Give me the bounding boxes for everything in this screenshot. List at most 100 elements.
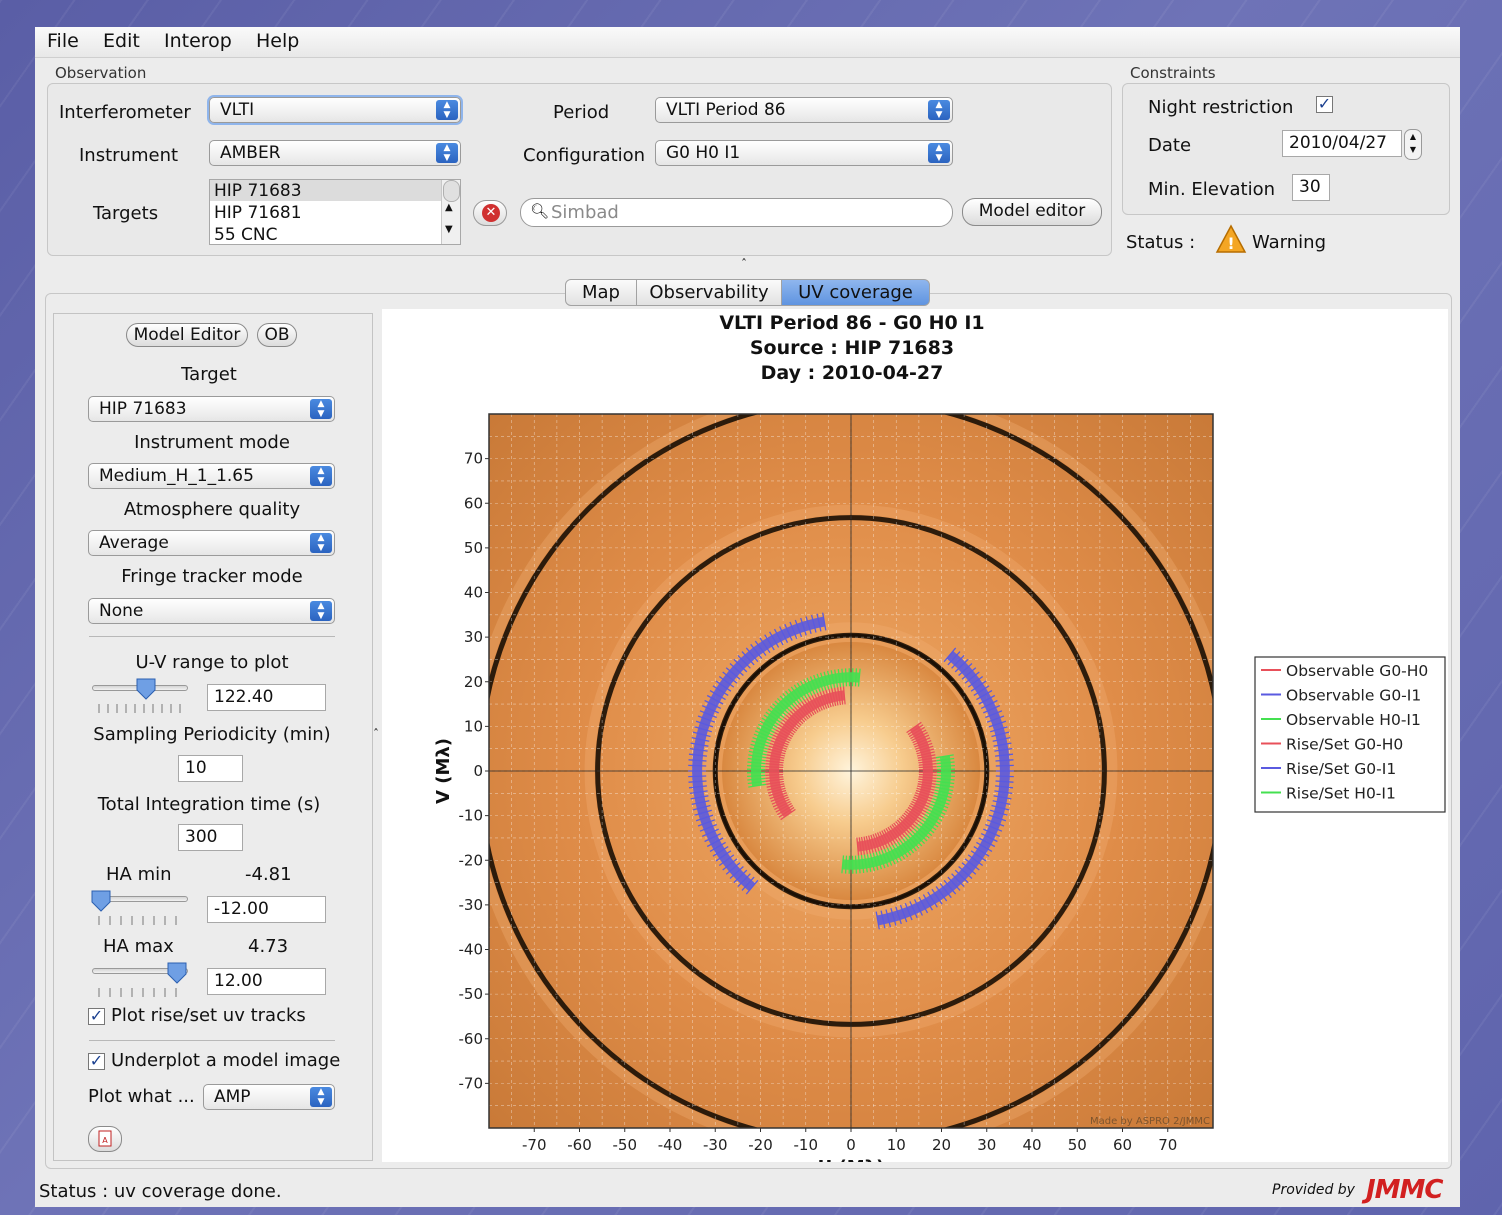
- uv-track-riseset-tick: [748, 750, 767, 756]
- uv-track-riseset-tick: [885, 909, 892, 928]
- uv-track-riseset-tick: [854, 668, 858, 687]
- uv-track-riseset-tick: [909, 832, 923, 847]
- interferometer-select[interactable]: VLTI ▲ ▼: [209, 97, 461, 123]
- chevron-updown-icon: ▲ ▼: [310, 399, 332, 419]
- arrow-up-icon[interactable]: ▲: [445, 202, 453, 213]
- collapse-up-icon[interactable]: ˆ: [741, 257, 747, 271]
- targets-scrollbar[interactable]: ▲ ▼: [441, 180, 460, 244]
- uv-track-riseset-tick: [776, 726, 794, 738]
- uv-range-slider-knob[interactable]: [136, 678, 156, 700]
- x-tick-label: -60: [567, 1136, 592, 1154]
- integration-label: Total Integration time (s): [97, 794, 321, 815]
- uv-track-riseset-tick: [908, 726, 926, 738]
- uv-track-riseset-tick: [688, 764, 707, 767]
- uv-track-riseset-tick: [918, 760, 937, 764]
- uv-track-riseset-tick: [911, 800, 928, 811]
- uv-track-riseset-tick: [947, 651, 961, 666]
- uv-track-riseset-tick: [913, 796, 931, 805]
- underplot-model-checkbox[interactable]: ✓: [88, 1051, 105, 1070]
- ha-max-slider[interactable]: [92, 968, 188, 974]
- uv-track-riseset-tick: [914, 794, 932, 803]
- menu-interop[interactable]: Interop: [164, 30, 232, 52]
- target-select[interactable]: HIP 71683 ▲ ▼: [88, 396, 335, 422]
- x-tick-label: 50: [1068, 1136, 1087, 1154]
- model-editor-panel-button[interactable]: Model Editor: [126, 323, 248, 347]
- uv-track-riseset-tick: [722, 671, 738, 684]
- uv-track-riseset-tick: [907, 724, 924, 736]
- menu-help[interactable]: Help: [256, 30, 300, 52]
- ha-max-field[interactable]: 12.00: [207, 968, 326, 995]
- list-item[interactable]: 55 CNC: [214, 225, 278, 245]
- atmosphere-select[interactable]: Average ▲ ▼: [88, 530, 335, 556]
- uv-track-riseset-tick: [749, 747, 768, 753]
- uv-track-riseset-tick: [688, 759, 707, 762]
- tab-uv-coverage[interactable]: UV coverage: [781, 279, 930, 306]
- night-restriction-checkbox[interactable]: ✓: [1316, 94, 1333, 113]
- list-item[interactable]: HIP 71681: [214, 203, 302, 223]
- uv-track-riseset-tick: [761, 717, 778, 728]
- fringe-tracker-select[interactable]: None ▲ ▼: [88, 598, 335, 624]
- uv-track-riseset-tick: [918, 896, 929, 914]
- export-pdf-button[interactable]: A: [88, 1126, 122, 1152]
- ha-max-slider-knob[interactable]: [167, 962, 187, 984]
- configuration-select[interactable]: G0 H0 I1 ▲ ▼: [655, 140, 953, 166]
- uv-track-riseset-tick: [688, 753, 707, 757]
- uv-track-riseset-tick: [811, 695, 821, 712]
- ob-button[interactable]: OB: [257, 323, 297, 347]
- ha-max-display: 4.73: [248, 936, 289, 957]
- uv-track-riseset-tick: [995, 780, 1014, 783]
- uv-track-riseset-tick: [718, 675, 735, 688]
- uv-track-riseset-tick: [880, 910, 886, 929]
- target-label: Target: [181, 364, 237, 385]
- uv-track-riseset-tick: [782, 693, 796, 708]
- model-editor-button[interactable]: Model editor: [962, 198, 1102, 226]
- instrument-select[interactable]: AMBER ▲ ▼: [209, 140, 461, 166]
- plot-what-select[interactable]: AMP ▲ ▼: [203, 1084, 335, 1110]
- uv-track-riseset-tick: [918, 776, 937, 780]
- uv-track-riseset-tick: [688, 775, 707, 778]
- integration-field[interactable]: 300: [178, 824, 243, 851]
- uv-track-riseset-tick: [745, 647, 759, 663]
- date-field[interactable]: 2010/04/27: [1282, 130, 1402, 157]
- uv-coverage-plot-panel: VLTI Period 86 - G0 H0 I1 Source : HIP 71…: [382, 309, 1448, 1162]
- period-select[interactable]: VLTI Period 86 ▲ ▼: [655, 97, 953, 123]
- targets-list[interactable]: HIP 71683 HIP 71681 55 CNC ▲ ▼: [209, 179, 461, 245]
- tab-map[interactable]: Map: [565, 279, 637, 306]
- ha-min-slider-knob[interactable]: [91, 890, 111, 912]
- min-elevation-field[interactable]: 30: [1292, 174, 1330, 201]
- uv-track-riseset-tick: [921, 819, 937, 831]
- uv-track-riseset-tick: [796, 682, 808, 699]
- date-spinner[interactable]: ▲ ▼: [1404, 129, 1422, 160]
- collapse-left-icon[interactable]: ˆ: [373, 727, 379, 741]
- uv-track-riseset-tick: [778, 806, 795, 818]
- remove-target-button[interactable]: ✕: [473, 200, 507, 226]
- date-label: Date: [1148, 135, 1192, 156]
- menu-edit[interactable]: Edit: [103, 30, 140, 52]
- uv-track-riseset-tick: [986, 715, 1005, 723]
- uv-track-riseset-tick: [898, 817, 913, 832]
- tab-observability[interactable]: Observability: [636, 279, 782, 306]
- uv-track-riseset-tick: [935, 783, 954, 788]
- uv-track-riseset-tick: [803, 679, 813, 696]
- simbad-search-input[interactable]: 🔍︎ Simbad: [520, 198, 953, 227]
- plot-rise-set-checkbox[interactable]: ✓: [88, 1006, 105, 1025]
- uv-track-riseset-tick: [869, 853, 876, 872]
- sampling-field[interactable]: 10: [178, 755, 243, 782]
- x-tick-label: 0: [846, 1136, 856, 1154]
- uv-track-riseset-tick: [775, 729, 792, 740]
- uv-track-riseset-tick: [886, 847, 896, 865]
- uv-track-riseset-tick: [964, 858, 980, 871]
- uv-track-riseset-tick: [704, 833, 722, 843]
- uv-range-field[interactable]: 122.40: [207, 684, 326, 711]
- y-axis-label: V (Mλ): [433, 738, 454, 804]
- menu-file[interactable]: File: [47, 30, 79, 52]
- chevron-updown-icon: ▲ ▼: [310, 1087, 332, 1107]
- uv-track-riseset-tick: [924, 814, 941, 825]
- arrow-down-icon[interactable]: ▼: [445, 224, 453, 235]
- ha-min-field[interactable]: -12.00: [207, 896, 326, 923]
- instrument-mode-select[interactable]: Medium_H_1_1.65 ▲ ▼: [88, 463, 335, 489]
- list-item[interactable]: HIP 71683: [214, 181, 302, 201]
- ha-min-value: -12.00: [214, 899, 269, 919]
- atmosphere-label: Atmosphere quality: [123, 499, 301, 520]
- scrollbar-thumb[interactable]: [443, 180, 460, 202]
